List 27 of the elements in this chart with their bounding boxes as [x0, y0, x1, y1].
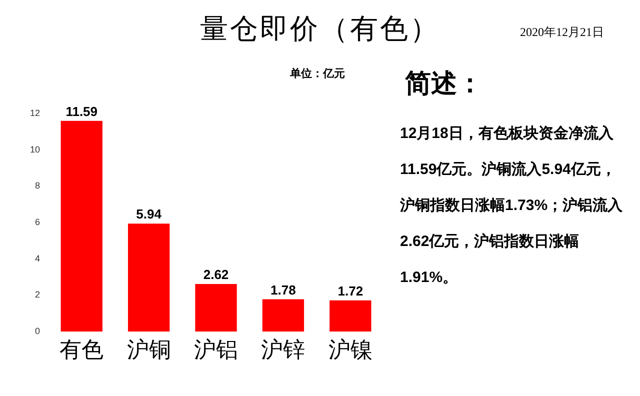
text: 简述：: [405, 67, 483, 100]
x-tick-label: 沪锌: [261, 336, 306, 362]
bar: [195, 284, 237, 332]
data-label: 11.59: [66, 104, 98, 119]
bar: [262, 299, 304, 332]
x-tick-label: 沪铝: [194, 336, 238, 362]
y-tick-label: 10: [30, 144, 40, 154]
chart-title: 量仓即价（有色）: [199, 12, 441, 46]
y-tick-label: 6: [34, 216, 40, 227]
y-tick-label: 12: [30, 108, 40, 118]
text: 单位：亿元: [290, 66, 345, 81]
y-tick-label: 4: [34, 253, 40, 264]
bar: [60, 120, 102, 332]
x-tick-label: 有色: [60, 336, 104, 362]
bar: [330, 300, 372, 332]
data-label: 5.94: [136, 206, 162, 222]
x-tick-label: 沪铜: [126, 336, 171, 362]
text: 12月18日，有色板块资金净流入11.59亿元。沪铜流入5.94亿元，沪铜指数日涨幅1.73%；沪铝流入2.62亿元，沪铝指数日涨幅1.91%。: [400, 125, 623, 286]
data-label: 2.62: [203, 267, 229, 282]
y-tick-label: 8: [34, 180, 40, 191]
y-tick-label: 0: [34, 326, 40, 336]
x-tick-label: 沪镍: [328, 336, 372, 362]
y-tick-label: 2: [34, 290, 40, 300]
data-label: 1.78: [270, 282, 296, 298]
data-label: 1.72: [338, 283, 364, 298]
bar: [128, 224, 170, 332]
text: 2020年12月21日: [520, 24, 604, 41]
